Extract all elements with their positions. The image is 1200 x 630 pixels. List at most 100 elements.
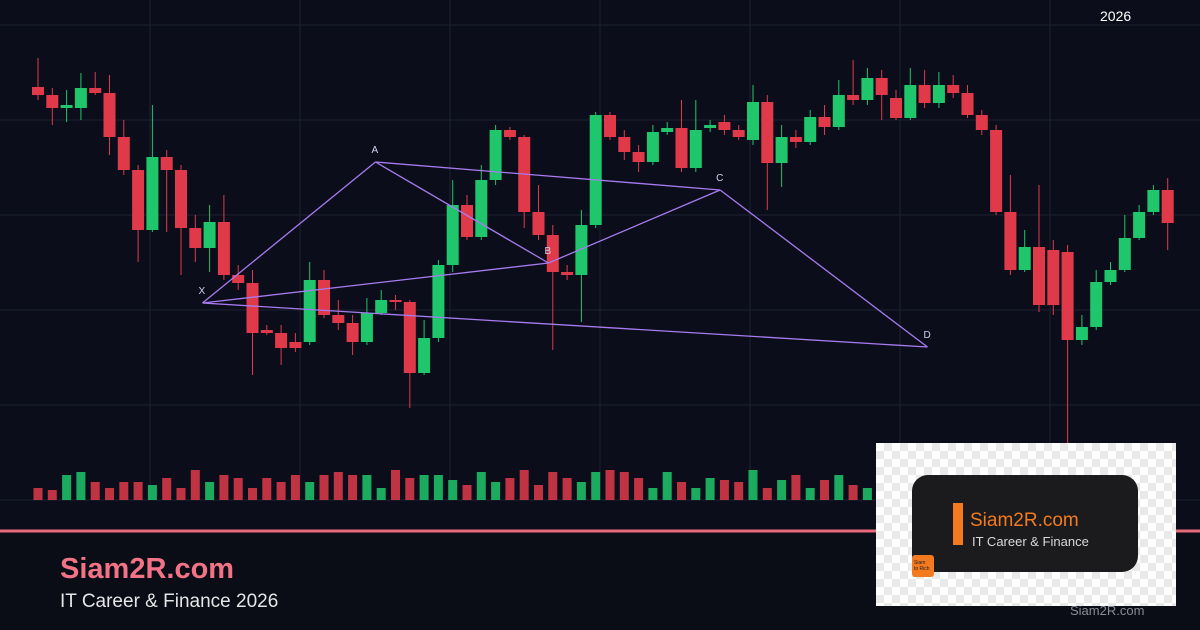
pattern-line [375,161,549,264]
candle-body [1033,247,1045,305]
volume-bar [133,482,143,500]
logo-top: Siam [914,560,926,566]
candle-body [189,228,202,248]
candle-body [632,152,645,162]
candle-body [446,205,459,265]
candle-body [1018,247,1031,270]
candle-body [818,117,831,127]
candle-body [561,272,574,275]
candle-body [132,170,145,230]
candle-body [489,130,502,180]
candle-body [146,157,159,230]
candle-body [947,85,960,93]
volume-bar [505,478,515,500]
candle-body [747,102,759,140]
candle-body [861,78,874,100]
volume-bar [791,475,801,500]
pattern-line [202,262,549,304]
candle-body [432,265,445,338]
candle-body [203,222,216,248]
candle-body [175,170,187,228]
candle-body [990,130,1003,212]
volume-bar [162,478,172,500]
volume-bar [619,472,629,500]
volume-bar [677,482,686,500]
volume-bar [319,475,329,500]
candle-body [604,115,616,137]
volume-bar [90,482,100,500]
volume-bar [233,478,243,500]
candle-body [761,102,774,163]
volume-bar [662,472,672,500]
volume-bar [448,480,458,500]
candle-body [475,180,488,237]
volume-bar [748,470,758,500]
candle-body [575,225,588,275]
volume-bar [348,475,358,500]
candle-body [904,85,917,118]
candle-body [875,78,888,95]
candle-body [1075,327,1088,340]
candle-body [389,300,402,302]
volume-bar [762,488,772,500]
volume-bar [62,475,72,500]
volume-bar [519,470,529,500]
volume-bar [419,475,429,500]
pattern-label: D [923,330,930,341]
candle-body [1090,282,1103,327]
candle-body [718,122,731,130]
candle-body [160,157,173,170]
volume-bar [476,472,486,500]
volume-bar [290,475,300,500]
volume-bar [405,478,415,500]
pattern-label: A [371,145,378,156]
volume-bar [777,480,787,500]
candle-body [346,323,359,342]
volume-bar [276,482,286,500]
candle-body [1147,190,1160,212]
candle-body [847,95,860,100]
badge-tagline: IT Career & Finance [972,534,1089,549]
candle-body [890,98,902,118]
candle-body [918,85,931,103]
candle-body [246,283,259,333]
badge-card [912,475,1138,572]
candle-body [60,105,73,108]
volume-bar [205,482,215,500]
volume-bar [147,485,157,500]
candle-body [375,300,388,313]
volume-bar [691,488,701,500]
candle-body [461,205,473,237]
candle-body [289,342,302,348]
volume-bar [362,475,372,500]
volume-bar [734,482,744,500]
volume-bar [305,482,315,500]
volume-bar [705,478,715,500]
pattern-line [202,161,376,304]
volume-bar [190,470,200,500]
footer-tagline: IT Career & Finance 2026 [60,591,278,612]
watermark: Siam2R.com [1070,603,1144,618]
candle-body [675,128,688,168]
volume-bar [719,480,729,500]
candle-body [89,88,102,93]
pattern-line [375,161,721,191]
candle-body [1104,270,1117,282]
volume-bar [562,478,572,500]
volume-bar [534,485,543,500]
badge-bar [953,503,963,545]
volume-bar [634,478,644,500]
volume-bar [33,488,43,500]
candle-body [961,93,974,115]
candle-body [332,315,345,323]
candle-body [117,137,130,170]
volume-bar [176,488,186,500]
candle-body [275,333,288,348]
volume-bar [47,490,57,500]
volume-bar [820,480,829,500]
volume-bar [219,475,229,500]
candle-body [589,115,602,225]
candle-body [789,137,802,142]
candle-body [1118,238,1131,270]
